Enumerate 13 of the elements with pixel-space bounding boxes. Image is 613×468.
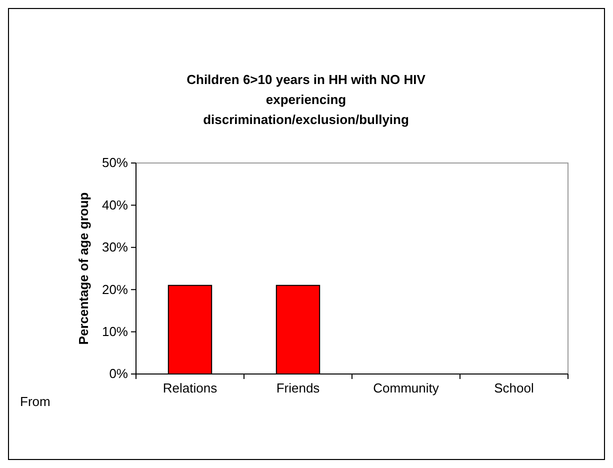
y-tick-label: 40% <box>102 197 128 212</box>
x-tick-label: Relations <box>162 380 218 396</box>
x-tick-label: Friends <box>276 380 320 396</box>
x-tick-label: Community <box>373 380 440 396</box>
text: From <box>20 394 50 409</box>
y-tick-label: 10% <box>102 324 128 339</box>
x-tick-label: School <box>494 380 534 396</box>
y-tick-label: 0% <box>109 366 128 382</box>
y-tick-label: 20% <box>102 282 128 297</box>
y-axis-title: Percentage of age group <box>76 192 91 345</box>
y-tick-label: 30% <box>102 240 128 255</box>
y-tick-label: 50% <box>102 155 128 170</box>
chart-title: Children 6>10 years in HH with NO HIV experiencing discrimination/exclusion/bullying <box>186 72 426 127</box>
